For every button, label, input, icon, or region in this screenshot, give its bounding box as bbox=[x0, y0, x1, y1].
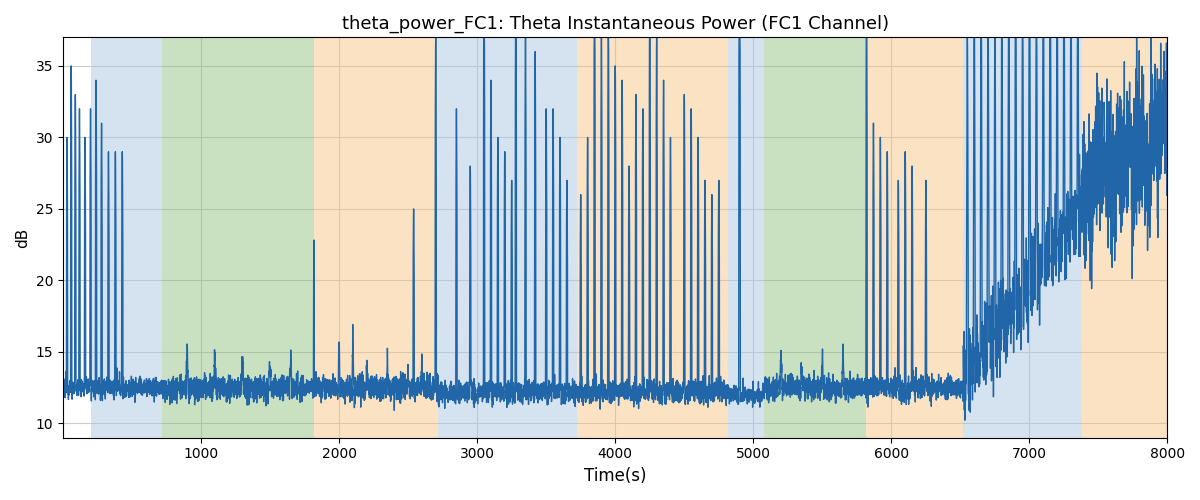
Y-axis label: dB: dB bbox=[16, 228, 30, 248]
Bar bbox=[764, 38, 866, 438]
Title: theta_power_FC1: Theta Instantaneous Power (FC1 Channel): theta_power_FC1: Theta Instantaneous Pow… bbox=[342, 15, 889, 34]
Bar bbox=[576, 38, 728, 438]
X-axis label: Time(s): Time(s) bbox=[584, 467, 647, 485]
Bar bbox=[162, 38, 314, 438]
Bar bbox=[438, 38, 576, 438]
Bar bbox=[964, 38, 1082, 438]
Bar bbox=[1082, 38, 1181, 438]
Bar bbox=[90, 38, 162, 438]
Bar bbox=[728, 38, 764, 438]
Bar bbox=[866, 38, 964, 438]
Bar bbox=[314, 38, 438, 438]
